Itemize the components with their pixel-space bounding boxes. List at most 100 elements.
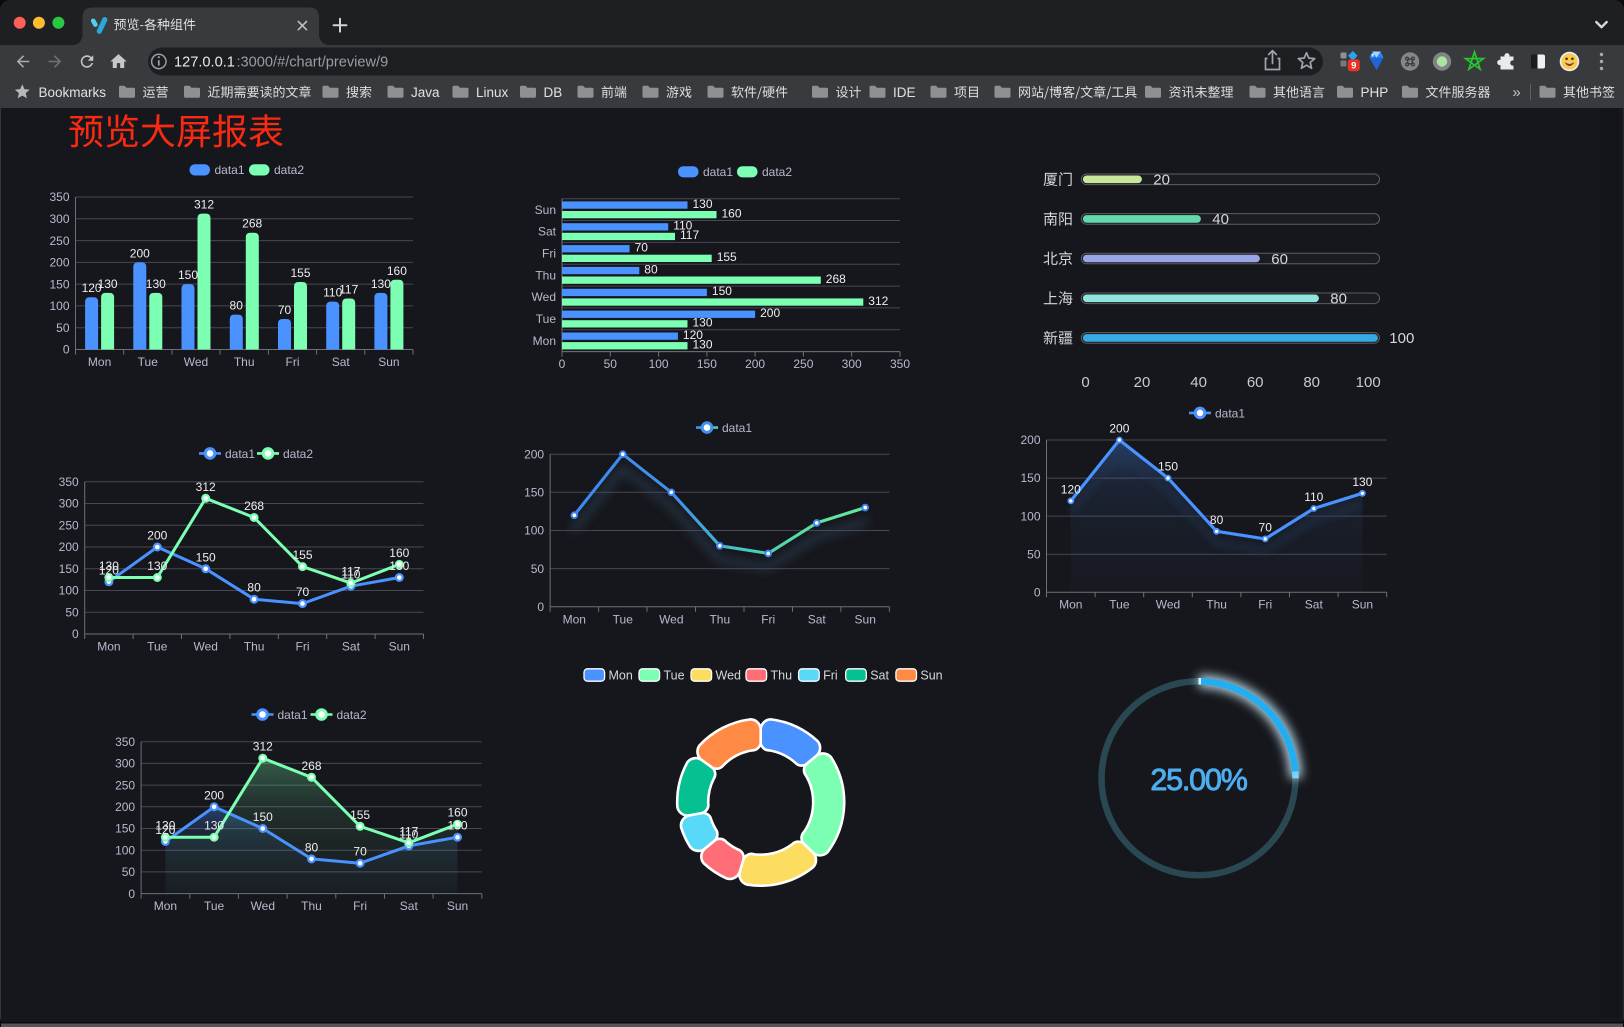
svg-text:200: 200 — [59, 540, 79, 554]
svg-text:312: 312 — [868, 294, 888, 308]
svg-text:data2: data2 — [274, 163, 304, 177]
svg-text:155: 155 — [350, 808, 370, 822]
svg-text:Wed: Wed — [532, 290, 556, 304]
svg-text:Fri: Fri — [353, 899, 367, 913]
svg-text:data1: data1 — [278, 708, 308, 722]
svg-text:130: 130 — [147, 559, 167, 573]
svg-text:80: 80 — [644, 262, 658, 276]
svg-text:70: 70 — [296, 585, 310, 599]
svg-text:data1: data1 — [722, 421, 752, 435]
svg-text:Sat: Sat — [870, 668, 889, 682]
svg-text:350: 350 — [49, 190, 69, 204]
svg-text:150: 150 — [253, 810, 273, 824]
svg-text:Sun: Sun — [447, 899, 468, 913]
svg-text:150: 150 — [178, 268, 198, 282]
svg-text:data2: data2 — [283, 447, 313, 461]
svg-text:130: 130 — [99, 559, 119, 573]
svg-text:Bookmarks: Bookmarks — [39, 85, 107, 100]
svg-text:110: 110 — [673, 219, 692, 233]
svg-text:150: 150 — [1158, 460, 1178, 474]
svg-text:Java: Java — [411, 85, 440, 100]
svg-text:Wed: Wed — [184, 355, 208, 369]
svg-text:0: 0 — [559, 357, 566, 371]
svg-text:130: 130 — [693, 316, 713, 330]
svg-text:300: 300 — [115, 757, 135, 771]
svg-text:0: 0 — [63, 343, 70, 357]
svg-text:Mon: Mon — [1059, 598, 1082, 612]
svg-text:117: 117 — [399, 824, 418, 838]
svg-text:120: 120 — [155, 823, 175, 837]
svg-text:120: 120 — [1061, 482, 1081, 496]
svg-text:9: 9 — [1351, 61, 1356, 72]
svg-text:110: 110 — [323, 286, 342, 300]
svg-text:20: 20 — [1153, 172, 1170, 189]
svg-text:200: 200 — [49, 256, 69, 270]
svg-text:250: 250 — [115, 778, 135, 792]
svg-text:110: 110 — [399, 827, 418, 841]
svg-text:127.0.0.1: 127.0.0.1 — [174, 54, 235, 70]
svg-text:200: 200 — [1109, 422, 1129, 436]
svg-text:Linux: Linux — [476, 85, 509, 100]
svg-text:268: 268 — [244, 499, 264, 513]
svg-text:130: 130 — [155, 819, 175, 833]
svg-text:Wed: Wed — [1156, 598, 1180, 612]
svg-text:Sun: Sun — [378, 355, 399, 369]
svg-text:Tue: Tue — [536, 312, 557, 326]
svg-text:130: 130 — [693, 338, 713, 352]
svg-text:Mon: Mon — [609, 668, 633, 682]
svg-text:80: 80 — [1303, 374, 1320, 391]
svg-text:130: 130 — [204, 819, 224, 833]
svg-text:Thu: Thu — [1206, 598, 1227, 612]
svg-text:70: 70 — [278, 303, 292, 317]
svg-text:160: 160 — [387, 264, 407, 278]
svg-text:300: 300 — [842, 357, 862, 371]
svg-text:Mon: Mon — [97, 640, 120, 654]
svg-text:160: 160 — [447, 806, 467, 820]
svg-text:100: 100 — [1356, 374, 1381, 391]
svg-text:Sat: Sat — [1305, 598, 1324, 612]
svg-text:20: 20 — [1134, 374, 1151, 391]
svg-text:250: 250 — [59, 519, 79, 533]
svg-text:Sat: Sat — [400, 899, 419, 913]
svg-text:268: 268 — [301, 759, 321, 773]
svg-text:80: 80 — [230, 299, 244, 313]
svg-text:150: 150 — [697, 357, 717, 371]
svg-text:150: 150 — [524, 486, 544, 500]
svg-text:200: 200 — [760, 306, 780, 320]
svg-text:100: 100 — [59, 584, 79, 598]
svg-text:130: 130 — [389, 559, 409, 573]
svg-text:0: 0 — [128, 887, 135, 901]
svg-text:60: 60 — [1271, 251, 1288, 268]
svg-text:80: 80 — [1210, 513, 1224, 527]
svg-text:200: 200 — [147, 529, 167, 543]
svg-text:160: 160 — [722, 206, 742, 220]
svg-text:Fri: Fri — [542, 247, 556, 261]
svg-text:312: 312 — [253, 740, 273, 754]
svg-text:Sat: Sat — [808, 612, 827, 626]
svg-text:80: 80 — [247, 581, 261, 595]
svg-text:70: 70 — [635, 241, 649, 255]
svg-text:25.00%: 25.00% — [1150, 763, 1247, 797]
svg-text:150: 150 — [1020, 471, 1040, 485]
svg-text:Mon: Mon — [88, 355, 111, 369]
svg-text:130: 130 — [693, 197, 713, 211]
svg-text:Sat: Sat — [538, 225, 557, 239]
svg-text:0: 0 — [72, 627, 79, 641]
svg-text:268: 268 — [826, 272, 846, 286]
svg-text:350: 350 — [890, 357, 910, 371]
svg-text:130: 130 — [447, 819, 467, 833]
svg-text:Sat: Sat — [342, 640, 361, 654]
svg-text:Thu: Thu — [535, 268, 556, 282]
svg-text:120: 120 — [99, 563, 119, 577]
svg-text:Thu: Thu — [301, 899, 322, 913]
svg-text:IDE: IDE — [893, 85, 916, 100]
svg-text:data1: data1 — [225, 447, 255, 461]
svg-text:250: 250 — [49, 234, 69, 248]
svg-text:data2: data2 — [762, 165, 792, 179]
svg-text:130: 130 — [98, 277, 118, 291]
svg-text:Thu: Thu — [709, 612, 730, 626]
svg-text:data1: data1 — [703, 165, 733, 179]
svg-text:200: 200 — [115, 800, 135, 814]
svg-text:Fri: Fri — [286, 355, 300, 369]
svg-text:110: 110 — [1304, 490, 1323, 504]
